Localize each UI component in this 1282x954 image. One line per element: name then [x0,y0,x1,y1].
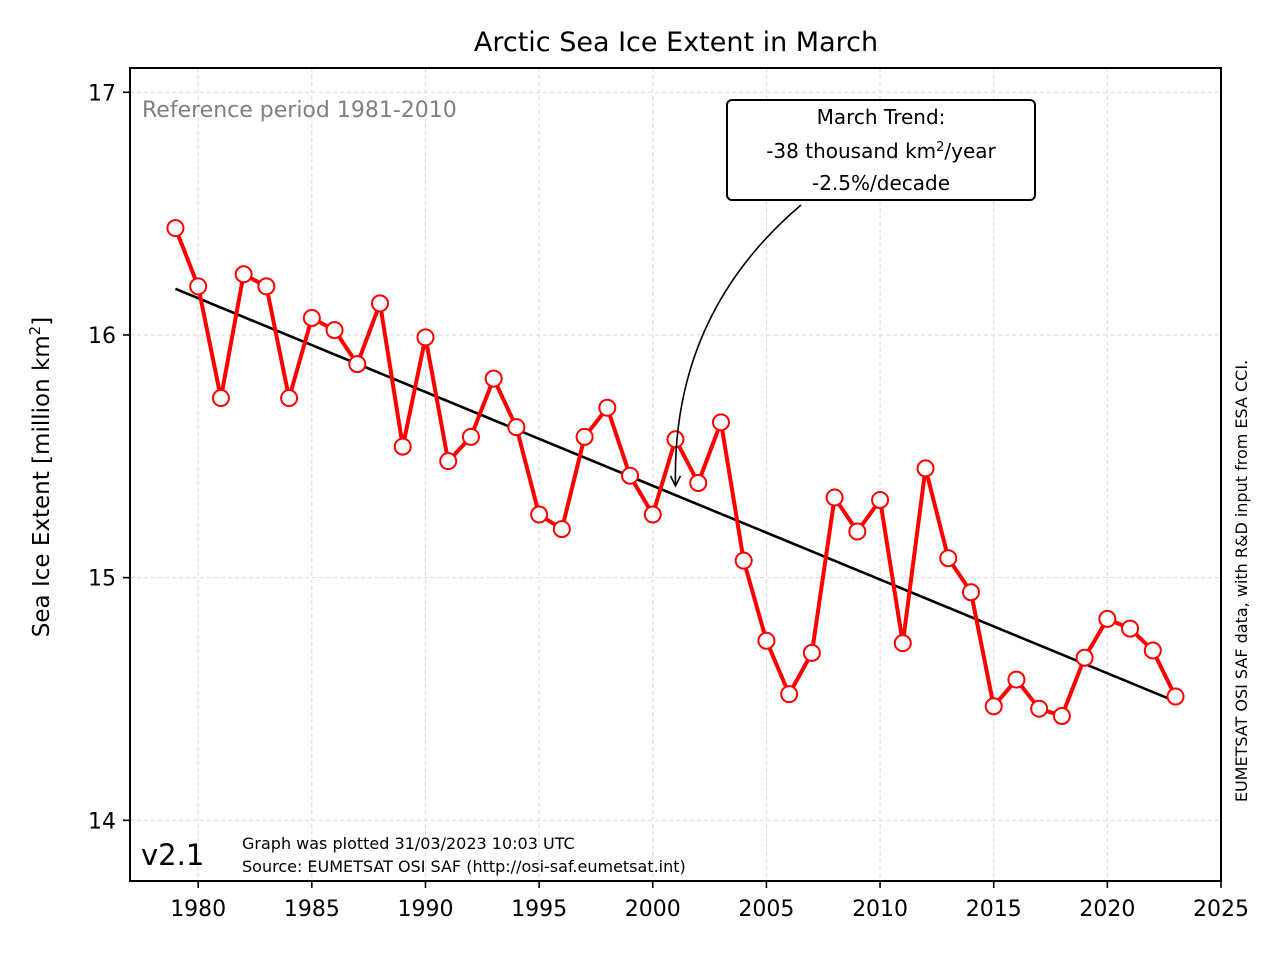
data-point [325,321,344,340]
data-point [575,427,594,446]
x-tick-label: 2005 [738,897,794,922]
data-point [530,505,549,524]
x-tick-label: 1990 [397,897,453,922]
version-label: v2.1 [141,838,204,872]
data-point [280,389,299,408]
data-point [711,413,730,432]
y-axis-label-main: Sea Ice Extent [million km [29,335,55,637]
x-tick-label: 2010 [852,897,908,922]
data-point [780,685,799,704]
data-point [552,520,571,539]
data-point [757,631,776,650]
data-point [666,430,685,449]
y-tick-label: 15 [88,567,116,592]
trend-annotation-arrow [674,204,802,486]
data-point [1121,619,1140,638]
data-point [1166,687,1185,706]
data-point [1075,648,1094,667]
trend-box-line2-sup: 2 [936,140,944,155]
axis-ticks: 1980 1985 1990 1995 2000 2005 2010 2015 2020 2025… [88,81,1249,922]
y-axis-label-sup: 2 [26,326,44,336]
data-point [439,452,458,471]
x-tick-label: 1980 [170,897,226,922]
data-point [211,389,230,408]
data-point [893,634,912,653]
trend-box-line2-main: -38 thousand km [766,139,936,163]
trend-box-line1: March Trend: [817,105,946,129]
data-point [848,522,867,541]
data-point [484,369,503,388]
x-tick-label: 2015 [966,897,1022,922]
x-tick-label: 2025 [1193,897,1249,922]
data-point [689,473,708,492]
trend-box-line2-end: /year [944,139,996,163]
data-point [189,277,208,296]
y-tick-label: 14 [88,809,116,834]
data-point [234,265,253,284]
data-point [348,355,367,374]
x-tick-label: 1995 [511,897,567,922]
data-point [916,459,935,478]
data-point [1052,706,1071,725]
plot-frame [129,67,1222,882]
data-point [598,398,617,417]
plotted-date-label: Graph was plotted 31/03/2023 10:03 UTC [242,834,575,853]
data-point [1007,670,1026,689]
data-point [371,294,390,313]
y-axis-label: Sea Ice Extent [million km2] [26,317,55,637]
data-point [1143,641,1162,660]
data-credit-label: EUMETSAT OSI SAF data, with R&D input fr… [1232,360,1251,802]
data-point [461,427,480,446]
data-point [984,697,1003,716]
data-point [1030,699,1049,718]
data-point [643,505,662,524]
trend-line [174,287,1177,703]
data-point [939,549,958,568]
trend-box-line2: -38 thousand km2/year [766,139,996,163]
trend-layer [174,287,1177,703]
y-axis-label-end: ] [29,317,55,326]
x-tick-label: 2020 [1079,897,1135,922]
trend-box-line3: -2.5%/decade [812,171,950,195]
x-tick-label: 2000 [625,897,681,922]
reference-period-label: Reference period 1981-2010 [142,98,457,123]
data-point [621,466,640,485]
series-layer [166,219,1185,725]
data-point [257,277,276,296]
data-point [871,490,890,509]
trend-annotation-arrowhead [669,475,682,488]
data-point [302,308,321,327]
data-point [961,583,980,602]
source-label: Source: EUMETSAT OSI SAF (http://osi-saf… [242,857,686,876]
x-tick-label: 1985 [284,897,340,922]
data-point [166,219,185,238]
trend-annotation-box: March Trend: -38 thousand km2/year -2.5%… [726,99,1036,201]
data-point [507,418,526,437]
data-point [393,437,412,456]
trend-box-frame [726,99,1036,201]
chart-title: Arctic Sea Ice Extent in March [474,27,878,58]
data-point [825,488,844,507]
data-point [734,551,753,570]
data-point [802,643,821,662]
y-tick-label: 16 [88,324,116,349]
data-point [416,328,435,347]
y-tick-label: 17 [88,81,116,106]
data-point [1098,609,1117,628]
